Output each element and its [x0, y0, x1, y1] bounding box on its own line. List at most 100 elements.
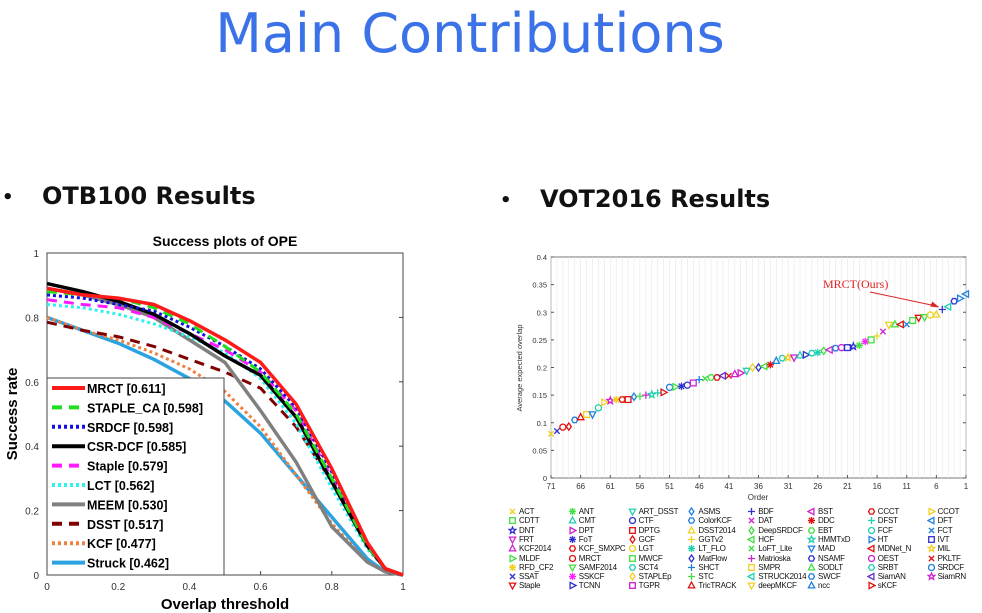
x-tick-label: 11 [903, 482, 912, 491]
legend-item: STAPLEp [628, 572, 672, 582]
legend-label: MRCT [578, 553, 601, 563]
y-tick-label: 0.25 [532, 336, 547, 345]
legend-label: HT [877, 534, 888, 544]
legend-label: DNT [519, 525, 535, 535]
legend-label: SRDCF [937, 562, 965, 572]
legend-item: HMMTxD [807, 534, 851, 544]
legend-marker-icon [628, 582, 636, 590]
y-tick-label: 0 [33, 571, 39, 582]
legend-item: FCT [927, 526, 953, 535]
annotation-label: MRCT(Ours) [823, 277, 888, 291]
legend-marker-icon [508, 582, 517, 591]
diamond-marker-icon [688, 553, 696, 563]
legend-label: SHCT [698, 562, 720, 572]
legend-label: NSAMF [818, 553, 845, 563]
data-point [707, 374, 715, 381]
cross-marker-icon [509, 573, 516, 580]
legend-marker-icon [508, 536, 517, 544]
data-point [789, 354, 799, 363]
data-point [771, 355, 781, 365]
legend-item: LGT [628, 544, 654, 553]
legend-label: MIL [937, 544, 951, 554]
y-tick-label: 1 [33, 249, 39, 260]
legend-item: RFD_CF2 [508, 563, 554, 572]
y-axis-label: Success rate [4, 368, 21, 461]
legend-marker-icon [747, 582, 756, 591]
triangle-down-marker-icon [568, 564, 577, 572]
data-point [884, 321, 894, 331]
data-point [618, 396, 626, 403]
legend-label: KCF_SMXPC [578, 544, 626, 554]
data-point [782, 352, 794, 363]
legend-item: ART_DSST [627, 507, 678, 516]
legend-item: DPTG [628, 526, 660, 535]
legend-label: STC [698, 572, 714, 582]
legend-label: LT_FLO [698, 544, 726, 554]
data-point [701, 375, 709, 382]
legend-marker-icon [568, 535, 576, 543]
legend-label: LoFT_Lite [758, 544, 792, 554]
legend-marker-icon [867, 508, 876, 515]
legend-label: sKCF [877, 581, 897, 591]
legend-item: OEST [867, 554, 899, 563]
x-axis-label: Order [748, 493, 769, 502]
legend-label: FCT [937, 525, 953, 535]
legend-label: ANT [578, 507, 595, 516]
hexagon-marker-icon [628, 564, 636, 571]
data-point [914, 314, 923, 323]
legend-marker-icon [569, 525, 577, 535]
legend-label: MWCF [638, 553, 663, 563]
triangle-down-marker-icon [747, 582, 756, 591]
legend-marker-icon [688, 573, 696, 581]
legend-item: MRCT [568, 554, 601, 563]
legend-marker-icon [867, 554, 875, 562]
data-point [831, 344, 840, 352]
x-tick-label: 0.6 [254, 582, 268, 593]
legend-label: DDC [818, 516, 835, 526]
legend-label: CCOT [937, 507, 960, 516]
y-tick-label: 0.8 [25, 313, 39, 324]
diamond-marker-icon [628, 572, 636, 582]
asterisk-marker-icon [808, 517, 815, 525]
legend-label: SWCF [818, 572, 841, 582]
x-axis-label: Overlap threshold [161, 596, 289, 613]
data-point [778, 354, 787, 362]
legend-marker-icon [807, 562, 816, 571]
data-point [642, 391, 650, 399]
legend-item: ColorKCF [687, 516, 732, 525]
data-point [961, 289, 970, 299]
data-point [672, 382, 681, 392]
legend-item: SSAT [508, 572, 539, 581]
legend-item: SiamAN [866, 572, 906, 581]
hexagram-marker-icon [807, 573, 816, 580]
x-tick-label: 56 [635, 482, 644, 491]
legend-marker-icon [628, 564, 636, 571]
legend-label: ASMS [698, 507, 721, 516]
data-point [873, 332, 881, 340]
legend-label: MEEM [0.530] [87, 498, 168, 512]
legend-marker-icon [748, 525, 755, 535]
legend-label: Matrioska [758, 553, 791, 563]
legend-item: TCNN [568, 581, 600, 590]
legend-marker-icon [568, 545, 577, 552]
y-tick-label: 0 [543, 474, 547, 483]
data-point [730, 369, 740, 378]
data-point [943, 302, 952, 312]
triangle-up-marker-icon [508, 544, 517, 552]
x-tick-label: 16 [873, 482, 882, 491]
legend-marker-icon [807, 526, 816, 534]
data-point [956, 294, 966, 303]
legend-marker-icon [508, 544, 517, 552]
circle-marker-icon [628, 517, 636, 525]
series-line-meem [46, 286, 404, 577]
legend-label: SCT4 [638, 562, 659, 572]
legend-label: CDTT [519, 516, 540, 526]
legend-item: SAMF2014 [568, 563, 617, 572]
legend-label: Staple [0.579] [87, 460, 168, 474]
legend-marker-icon [748, 545, 755, 552]
asterisk-marker-icon [568, 508, 576, 515]
plus-marker-icon [748, 554, 756, 562]
legend-label: FRT [519, 534, 534, 544]
legend-item: ACT [508, 507, 535, 516]
legend-marker-icon [807, 545, 816, 554]
